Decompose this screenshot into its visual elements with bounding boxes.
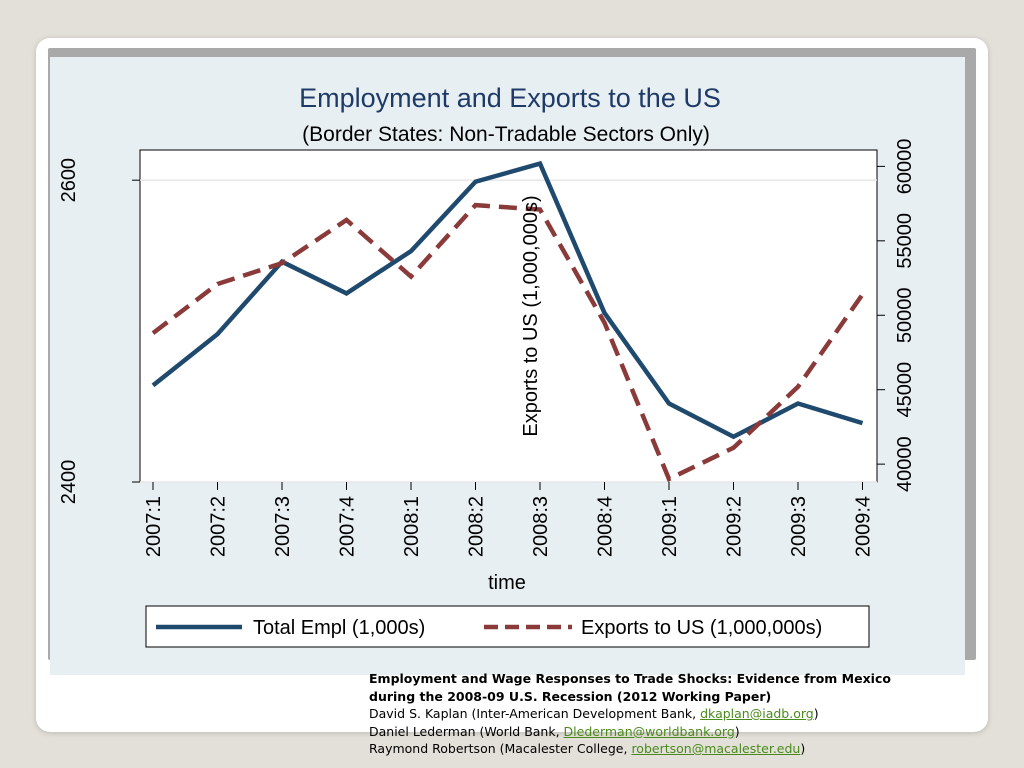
axes: 2400 2600 40000 45000 50000 55000 60000 2007:1 2…	[58, 139, 916, 558]
caption-author-kaplan: David S. Kaplan (Inter-American Developm…	[369, 705, 1009, 723]
legend-label-exports: Exports to US (1,000,000s)	[581, 617, 822, 639]
email-link-robertson[interactable]: robertson@macalester.edu	[631, 741, 801, 756]
series-line-exports	[151, 202, 865, 483]
x-tick-label: 2009:1	[659, 496, 681, 557]
x-tick-label: 2009:4	[853, 496, 875, 557]
citation-caption: Employment and Wage Responses to Trade S…	[369, 670, 1009, 758]
caption-title-line1: Employment and Wage Responses to Trade S…	[369, 671, 891, 686]
author-robertson-text: Raymond Robertson (Macalester College,	[369, 741, 632, 756]
y-axis-right-label: Exports to US (1,000,000s)	[520, 195, 542, 436]
author-lederman-suffix: )	[734, 723, 740, 739]
grid-lines	[140, 179, 877, 483]
x-axis-label: time	[488, 572, 526, 594]
author-lederman-text: Daniel Lederman (World Bank,	[369, 723, 564, 739]
y-left-tick-label: 2600	[58, 158, 80, 203]
x-tick-label: 2009:3	[788, 496, 810, 557]
y-right-tick-label: 50000	[894, 287, 916, 343]
caption-author-robertson: Raymond Robertson (Macalester College, r…	[369, 740, 1009, 758]
x-tick-label: 2007:3	[272, 496, 294, 557]
y-right-tick-label: 45000	[894, 362, 916, 418]
x-tick-label: 2007:1	[143, 496, 165, 557]
y-right-tick-label: 60000	[894, 139, 916, 195]
y-left-tick-label: 2400	[58, 460, 80, 505]
legend: Total Empl (1,000s) Exports to US (1,000…	[145, 605, 870, 648]
author-robertson-suffix: )	[800, 741, 806, 756]
chart-title: Employment and Exports to the US	[299, 83, 721, 113]
y-right-tick-label: 55000	[894, 213, 916, 269]
author-kaplan-suffix: )	[813, 706, 819, 721]
author-kaplan-text: David S. Kaplan (Inter-American Developm…	[369, 706, 701, 721]
y-right-tick-label: 40000	[894, 436, 916, 492]
chart-subtitle: (Border States: Non-Tradable Sectors Onl…	[302, 123, 710, 146]
plot-area	[139, 149, 878, 483]
x-tick-label: 2008:1	[401, 496, 423, 557]
caption-title-line2: during the 2008-09 U.S. Recession (2012 …	[369, 688, 772, 704]
series-line-total-empl	[151, 160, 864, 440]
x-tick-label: 2009:2	[724, 496, 746, 557]
legend-label-empl: Total Empl (1,000s)	[253, 617, 425, 639]
caption-author-lederman: Daniel Lederman (World Bank, Dlederman@w…	[369, 723, 1009, 741]
x-tick-label: 2007:4	[337, 496, 359, 557]
x-tick-label: 2007:2	[208, 496, 230, 557]
series	[151, 160, 865, 483]
email-link-lederman[interactable]: Dlederman@worldbank.org	[563, 723, 735, 739]
email-link-kaplan[interactable]: dkaplan@iadb.org	[700, 706, 814, 721]
x-tick-label: 2008:4	[595, 496, 617, 557]
x-tick-label: 2008:3	[530, 496, 552, 557]
x-tick-label: 2008:2	[466, 496, 488, 557]
